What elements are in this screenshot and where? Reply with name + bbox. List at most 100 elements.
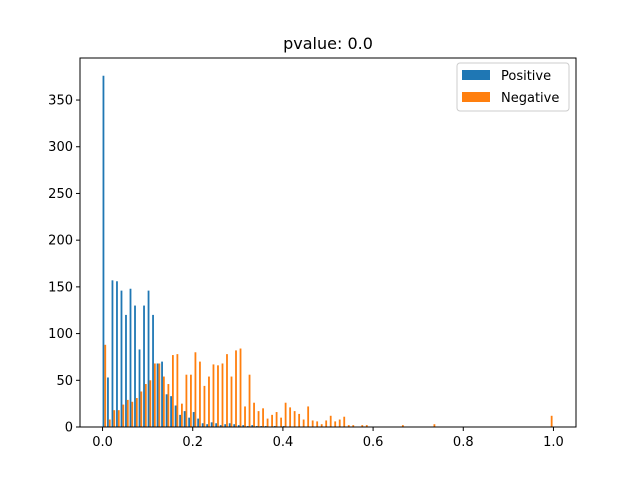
x-tick-label: 0.6: [363, 435, 384, 450]
bar-negative: [320, 424, 323, 427]
bar-positive: [120, 290, 123, 427]
bar-negative: [149, 380, 152, 427]
x-tick-label: 0.8: [453, 435, 474, 450]
x-tick-label: 1.0: [543, 435, 564, 450]
plot-frame: [79, 57, 577, 428]
bar-positive: [116, 281, 118, 427]
bar-negative: [162, 376, 165, 427]
bar-positive: [170, 396, 172, 427]
bar-negative: [325, 420, 328, 427]
bar-negative: [248, 374, 251, 427]
bar-negative: [316, 421, 319, 427]
bar-positive: [107, 377, 109, 427]
bar-positive: [206, 424, 209, 427]
bar-negative: [221, 363, 224, 427]
bar-negative: [302, 419, 305, 427]
bar-negative: [298, 413, 301, 427]
x-tick-label: 0.4: [273, 435, 294, 450]
bar-negative: [334, 421, 337, 427]
bar-positive: [228, 423, 231, 427]
bar-positive: [192, 412, 195, 427]
bar-negative: [230, 376, 233, 427]
bar-negative: [131, 401, 134, 427]
bar-negative: [550, 415, 553, 427]
bar-negative: [122, 404, 125, 427]
bar-negative: [194, 352, 197, 427]
bar-negative: [271, 414, 273, 427]
y-tick-label: 250: [48, 187, 73, 202]
bar-negative: [135, 398, 138, 427]
bar-negative: [108, 419, 111, 427]
y-tick-label: 300: [48, 140, 73, 155]
positive-series-bars: [102, 75, 285, 427]
x-axis: 0.0 0.2 0.4 0.6 0.8 1.0: [92, 427, 564, 450]
bar-positive: [188, 417, 191, 427]
y-tick-label: 0: [65, 421, 73, 436]
bar-negative: [266, 418, 269, 427]
bar-negative: [153, 363, 156, 427]
bar-positive: [147, 290, 150, 427]
bar-negative: [311, 420, 314, 427]
chart-title: pvalue: 0.0: [283, 34, 373, 53]
bar-positive: [201, 423, 204, 427]
bar-negative: [361, 425, 364, 427]
bar-negative: [126, 399, 129, 427]
bar-negative: [307, 406, 310, 427]
bar-negative: [167, 384, 170, 427]
bar-negative: [257, 411, 260, 427]
bar-negative: [181, 403, 183, 427]
bar-negative: [185, 374, 188, 427]
bar-negative: [171, 355, 174, 427]
bar-negative: [338, 419, 341, 427]
bar-positive: [161, 361, 163, 427]
legend-swatch-positive: [462, 70, 490, 80]
bar-negative: [158, 363, 161, 427]
bar-positive: [224, 424, 227, 427]
bar-positive: [210, 422, 213, 427]
bar-negative: [190, 374, 192, 427]
bar-positive: [251, 425, 254, 427]
bar-negative: [235, 350, 237, 427]
bar-negative: [144, 384, 147, 427]
bar-negative: [289, 407, 292, 427]
legend-swatch-negative: [462, 92, 490, 102]
bar-negative: [433, 424, 436, 427]
legend-label-negative: Negative: [501, 91, 559, 106]
bar-negative: [275, 412, 278, 427]
bar-positive: [156, 363, 159, 427]
bar-positive: [237, 425, 240, 427]
bar-positive: [174, 405, 177, 427]
bar-positive: [197, 418, 200, 427]
bar-negative: [117, 410, 120, 427]
bar-negative: [365, 425, 368, 427]
bar-positive: [215, 423, 218, 427]
bar-positive: [143, 305, 145, 427]
bar-positive: [102, 75, 105, 427]
bar-negative: [226, 354, 228, 427]
x-tick-label: 0.0: [92, 435, 113, 450]
y-tick-label: 100: [48, 327, 73, 342]
bar-positive: [125, 314, 127, 427]
bar-negative: [347, 425, 350, 427]
bar-negative: [104, 344, 107, 427]
bar-negative: [208, 376, 210, 427]
bar-positive: [134, 305, 136, 427]
y-tick-label: 350: [48, 94, 73, 109]
bar-negative: [217, 365, 219, 427]
bar-positive: [179, 414, 181, 427]
legend: Positive Negative: [456, 62, 570, 112]
bar-negative: [262, 408, 264, 427]
bar-negative: [329, 415, 332, 427]
bar-positive: [138, 349, 141, 427]
bar-negative: [343, 416, 346, 427]
bar-negative: [284, 402, 287, 427]
bar-negative: [199, 361, 201, 427]
bar-positive: [183, 411, 186, 427]
x-tick-label: 0.2: [182, 435, 203, 450]
bar-negative: [253, 402, 255, 427]
y-axis: 0 50 100 150 200 250 300 350: [48, 94, 80, 436]
y-tick-label: 200: [48, 234, 73, 249]
bar-positive: [242, 425, 245, 427]
bar-negative: [280, 417, 282, 427]
